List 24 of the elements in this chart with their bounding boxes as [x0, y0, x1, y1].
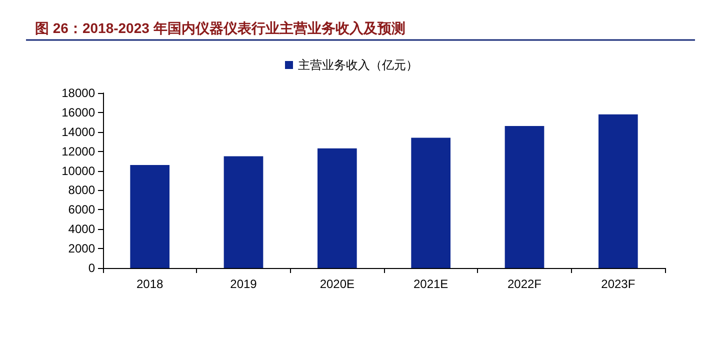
- y-tick-label: 18000: [62, 86, 96, 100]
- bar: [504, 126, 544, 268]
- y-tick-label: 2000: [68, 242, 96, 256]
- bar: [130, 164, 170, 268]
- x-tick-label: 2023F: [601, 277, 636, 291]
- legend-label: 主营业务收入（亿元）: [298, 58, 418, 72]
- x-tick-label: 2020E: [320, 277, 355, 291]
- y-tick-label: 8000: [68, 183, 96, 198]
- y-tick-label: 12000: [62, 144, 96, 158]
- y-tick-label: 0: [88, 261, 96, 275]
- chart-title: 图 26：2018-2023 年国内仪器仪表行业主营业务收入及预测: [35, 20, 406, 36]
- x-tick-label: 2019: [230, 277, 258, 291]
- x-tick-label: 2021E: [413, 277, 448, 291]
- y-tick-label: 16000: [62, 105, 96, 120]
- bar: [411, 138, 451, 268]
- y-tick-label: 6000: [68, 202, 96, 217]
- y-tick-label: 4000: [68, 222, 96, 236]
- x-tick-label: 2018: [136, 277, 164, 291]
- y-tick-label: 10000: [62, 164, 96, 178]
- bar: [598, 114, 638, 268]
- y-tick-label: 14000: [62, 124, 96, 139]
- bar: [224, 156, 264, 268]
- bar: [317, 148, 357, 268]
- x-tick-label: 2022F: [507, 277, 542, 291]
